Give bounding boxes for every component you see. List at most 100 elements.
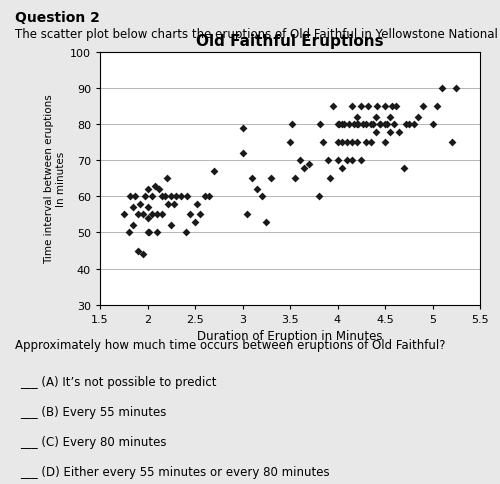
Point xyxy=(210,168,218,176)
Point xyxy=(350,121,358,129)
Point xyxy=(324,157,332,165)
Point xyxy=(126,193,134,201)
Point xyxy=(177,193,185,201)
Point xyxy=(381,121,389,129)
Text: ___ (D) Either every 55 minutes or every 80 minutes: ___ (D) Either every 55 minutes or every… xyxy=(20,465,330,478)
Point xyxy=(158,211,166,219)
Point xyxy=(352,114,360,122)
Point xyxy=(362,139,370,147)
Point xyxy=(354,121,362,129)
Point xyxy=(296,157,304,165)
Point xyxy=(364,103,372,111)
Point xyxy=(186,211,194,219)
X-axis label: Duration of Eruption in Minutes: Duration of Eruption in Minutes xyxy=(197,330,383,342)
Point xyxy=(162,175,170,183)
Point xyxy=(153,229,161,237)
Point xyxy=(205,193,213,201)
Point xyxy=(182,229,190,237)
Point xyxy=(326,175,334,183)
Point xyxy=(343,139,351,147)
Point xyxy=(386,114,394,122)
Point xyxy=(368,121,376,129)
Point xyxy=(286,139,294,147)
Point xyxy=(238,150,246,158)
Point xyxy=(357,157,365,165)
Point xyxy=(172,193,180,201)
Point xyxy=(140,193,148,201)
Point xyxy=(196,211,204,219)
Point xyxy=(151,182,159,190)
Point xyxy=(386,128,394,136)
Point xyxy=(243,211,251,219)
Point xyxy=(129,204,137,212)
Point xyxy=(352,121,360,129)
Point xyxy=(153,211,161,219)
Point xyxy=(428,121,436,129)
Point xyxy=(139,251,147,258)
Text: ___ (B) Every 55 minutes: ___ (B) Every 55 minutes xyxy=(20,405,167,418)
Point xyxy=(348,157,356,165)
Point xyxy=(305,161,313,168)
Point xyxy=(148,193,156,201)
Point xyxy=(362,121,370,129)
Point xyxy=(345,121,353,129)
Point xyxy=(340,121,348,129)
Point xyxy=(167,222,175,230)
Point xyxy=(167,193,175,201)
Point xyxy=(248,175,256,183)
Point xyxy=(372,114,380,122)
Point xyxy=(381,103,389,111)
Point xyxy=(452,85,460,93)
Point xyxy=(184,193,192,201)
Point xyxy=(336,121,344,129)
Point xyxy=(120,211,128,219)
Point xyxy=(376,121,384,129)
Point xyxy=(124,229,132,237)
Point xyxy=(144,204,152,212)
Point xyxy=(170,200,178,208)
Point xyxy=(316,121,324,129)
Point xyxy=(262,218,270,226)
Point xyxy=(410,121,418,129)
Point xyxy=(267,175,275,183)
Point xyxy=(146,229,154,237)
Point xyxy=(258,193,266,201)
Point xyxy=(414,114,422,122)
Point xyxy=(338,139,346,147)
Point xyxy=(334,139,342,147)
Point xyxy=(348,139,356,147)
Point xyxy=(366,139,375,147)
Point xyxy=(392,103,400,111)
Point xyxy=(352,139,360,147)
Point xyxy=(193,200,201,208)
Point xyxy=(191,218,199,226)
Point xyxy=(357,103,365,111)
Point xyxy=(359,121,367,129)
Point xyxy=(376,121,384,129)
Point xyxy=(334,157,342,165)
Point xyxy=(383,121,391,129)
Point xyxy=(288,121,296,129)
Point xyxy=(148,211,156,219)
Point xyxy=(252,186,261,194)
Point xyxy=(402,121,410,129)
Point xyxy=(238,125,246,133)
Text: ___ (C) Every 80 minutes: ___ (C) Every 80 minutes xyxy=(20,435,167,448)
Point xyxy=(291,175,299,183)
Point xyxy=(343,157,351,165)
Point xyxy=(390,121,398,129)
Point xyxy=(405,121,413,129)
Point xyxy=(144,186,152,194)
Point xyxy=(366,121,375,129)
Point xyxy=(200,193,208,201)
Text: Approximately how much time occurs between eruptions of Old Faithful?: Approximately how much time occurs betwe… xyxy=(15,339,446,352)
Point xyxy=(314,193,322,201)
Title: Old Faithful Eruptions: Old Faithful Eruptions xyxy=(196,34,384,49)
Point xyxy=(144,229,152,237)
Point xyxy=(381,139,389,147)
Point xyxy=(144,215,152,223)
Point xyxy=(158,193,166,201)
Point xyxy=(164,200,172,208)
Y-axis label: Time interval between eruptions
In minutes: Time interval between eruptions In minut… xyxy=(44,94,66,264)
Point xyxy=(129,222,137,230)
